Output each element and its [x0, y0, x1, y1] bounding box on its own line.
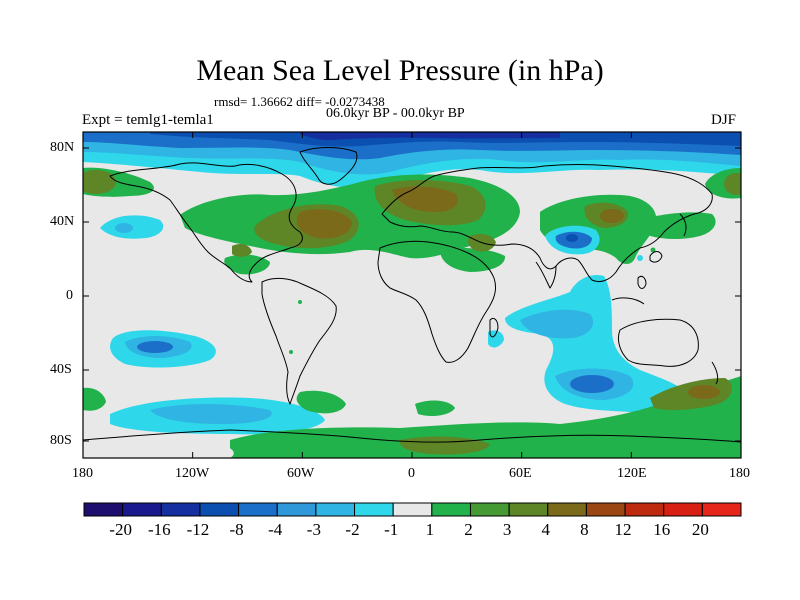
lon-label-60e: 60E: [509, 466, 532, 481]
lon-label-60w: 60W: [287, 466, 315, 481]
colorbar-label: 2: [464, 520, 473, 539]
colorbar-label: 3: [502, 520, 512, 539]
lat-label-40s: 40S: [50, 362, 72, 377]
lat-label-40n: 40N: [50, 214, 75, 229]
colorbar-label: -20: [109, 520, 132, 539]
lat-label-80s: 80S: [50, 433, 72, 448]
colorbar-swatch: [585, 502, 626, 517]
colorbar-label: 16: [653, 520, 671, 539]
northern-negative-patches: [100, 215, 600, 255]
season-label: DJF: [711, 112, 737, 128]
experiment-label: Expt = temlg1-temla1: [82, 112, 214, 128]
colorbar-label: -1: [384, 520, 399, 539]
colorbar-label: -16: [147, 520, 171, 539]
lat-label-equator: 0: [66, 288, 73, 303]
axis-ticks: [82, 132, 742, 458]
colorbar-swatch: [238, 502, 278, 517]
colorbar-swatch: [431, 502, 471, 517]
colorbar-label: 8: [580, 520, 589, 539]
colorbar-swatch: [83, 502, 124, 517]
colorbar-swatch: [624, 502, 665, 517]
time-period-label: 06.0kyr BP - 00.0kyr BP: [326, 106, 465, 121]
colorbar-label: -12: [186, 520, 210, 539]
colorbar-swatch: [276, 502, 317, 517]
colorbar-swatch: [160, 502, 201, 517]
colorbar-label: 20: [691, 520, 709, 539]
colorbar-label: -8: [229, 520, 244, 539]
colorbar-boxes: [83, 502, 742, 517]
colorbar-swatch: [701, 502, 742, 517]
colorbar-swatch: [199, 502, 240, 517]
rmsd-diff-stats: rmsd= 1.36662 diff= -0.0273438: [214, 94, 385, 109]
colorbar-swatch: [547, 502, 587, 517]
colorbar-label: -2: [345, 520, 360, 539]
colorbar-swatch: [392, 502, 433, 517]
indian-ocean-negative-region: [488, 274, 691, 415]
colorbar-swatch: [122, 502, 162, 517]
colorbar-swatch: [663, 502, 703, 517]
coastlines: [83, 147, 741, 443]
colorbar-swatch: [469, 502, 510, 517]
lat-label-80n: 80N: [50, 140, 75, 155]
arctic-negative-region: [83, 132, 741, 189]
map-title: Mean Sea Level Pressure (in hPa): [196, 54, 604, 87]
map-field: [83, 132, 741, 458]
colorbar-label: 4: [541, 520, 551, 539]
colorbar-label: 1: [425, 520, 435, 539]
colorbar-swatch: [315, 502, 356, 517]
colorbar-label: 12: [614, 520, 632, 539]
lon-label-180e: 180: [729, 466, 750, 481]
colorbar-label: -4: [268, 520, 283, 539]
northern-positive-belt: [83, 167, 741, 275]
lon-label-120w: 120W: [175, 466, 210, 481]
south-pacific-negative-region: [110, 330, 325, 435]
lon-label-0: 0: [408, 466, 415, 481]
lon-label-180w: 180: [72, 466, 93, 481]
colorbar-swatch: [508, 502, 549, 517]
small-anomaly-specks: [289, 247, 656, 354]
colorbar-swatch: [354, 502, 394, 517]
lon-label-120e: 120E: [617, 466, 647, 481]
colorbar-label: -3: [306, 520, 321, 539]
